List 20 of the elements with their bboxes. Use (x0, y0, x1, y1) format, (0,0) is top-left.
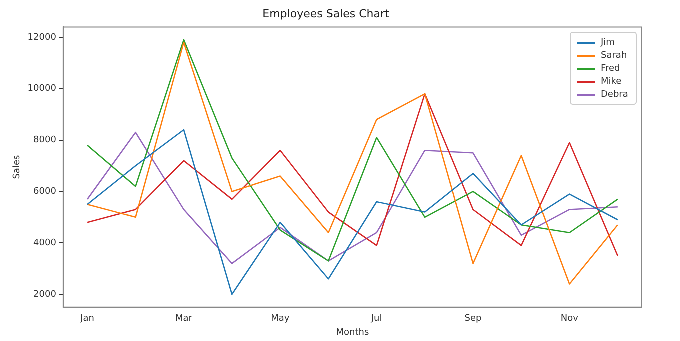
chart-title: Employees Sales Chart (262, 7, 390, 20)
legend-label: Jim (601, 38, 615, 48)
y-axis-title: Sales (12, 155, 23, 180)
legend-label: Debra (601, 90, 628, 100)
x-tick-label: Mar (175, 314, 193, 324)
y-tick-label: 10000 (28, 84, 57, 94)
y-tick-label: 12000 (28, 32, 57, 43)
y-tick-label: 4000 (34, 238, 57, 248)
y-tick-label: 8000 (34, 136, 57, 146)
y-tick-label: 2000 (34, 290, 57, 300)
x-tick-label: Sep (464, 314, 482, 324)
x-tick-label: Jul (370, 314, 382, 324)
x-tick-label: May (271, 314, 290, 324)
x-axis-title: Months (336, 328, 370, 338)
legend-label: Fred (601, 64, 620, 74)
y-tick-label: 6000 (34, 187, 57, 198)
x-tick-label: Jan (80, 314, 94, 324)
legend-label: Mike (601, 76, 622, 87)
legend-label: Sarah (601, 50, 628, 61)
x-tick-label: Nov (560, 314, 580, 324)
